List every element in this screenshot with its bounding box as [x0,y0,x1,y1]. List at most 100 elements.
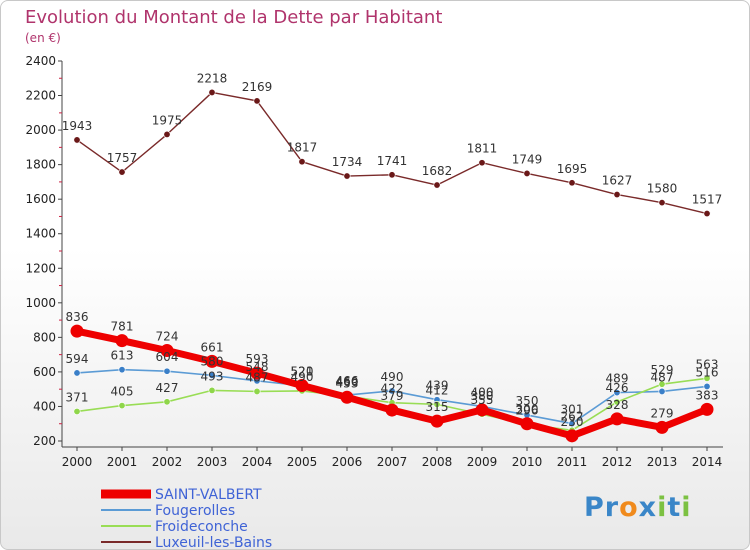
data-point [565,429,579,443]
y-tick-label: 1600 [25,192,56,206]
data-point [388,387,396,395]
data-point [253,97,261,105]
logo-text: Proxiti [584,492,692,523]
data-point [520,417,534,431]
data-point [115,334,129,348]
data-point [340,390,354,404]
data-label: 350 [516,394,539,408]
y-tick-label: 1200 [25,261,56,275]
data-label: 405 [111,385,134,399]
chart-title: Evolution du Montant de la Dette par Hab… [25,7,442,28]
legend-item: Froideconche [101,519,248,535]
data-label: 2169 [242,80,273,94]
data-label: 593 [246,352,269,366]
data-label: 836 [66,310,89,324]
x-tick-label: 2010 [512,455,543,469]
proxiti-logo: Proxiti [584,492,692,523]
data-point [385,403,399,417]
data-point [613,398,621,406]
legend-label: Fougerolles [155,503,235,519]
x-tick-label: 2012 [602,455,633,469]
x-tick-label: 2002 [152,455,183,469]
data-label: 300 [516,403,539,417]
data-point [703,374,711,382]
data-label: 1811 [467,142,498,156]
data-label: 439 [426,379,449,393]
x-tick-label: 2004 [242,455,273,469]
data-label: 466 [336,374,359,388]
data-label: 580 [201,354,224,368]
data-point [568,179,576,187]
y-tick-label: 1400 [25,227,56,241]
data-labels: 1943 1757 1975 2218 2169 1817 1734 1741 1682 1811… [62,71,723,428]
data-label: 1627 [602,174,633,188]
x-tick-label: 2001 [107,455,138,469]
data-label: 380 [471,389,494,403]
legend-item: SAINT-VALBERT [101,487,262,503]
x-tick-label: 2011 [557,455,588,469]
data-label: 1734 [332,155,363,169]
x-tick-label: 2013 [647,455,678,469]
data-point [658,199,666,207]
data-label: 661 [201,340,224,354]
data-label: 1749 [512,152,543,166]
data-label: 1975 [152,113,183,127]
data-point [298,158,306,166]
data-point [70,324,84,338]
data-label: 1580 [647,182,678,196]
data-label: 529 [651,363,674,377]
data-point [613,389,621,397]
legend-label: Luxeuil-les-Bains [155,535,272,550]
data-point [388,171,396,179]
data-label: 379 [381,389,404,403]
data-point [658,387,666,395]
data-point [655,420,669,434]
legend: SAINT-VALBERTFougerollesFroideconcheLuxe… [101,487,272,550]
y-tick-label: 1800 [25,158,56,172]
y-tick-label: 2000 [25,123,56,137]
data-label: 489 [606,372,629,386]
x-tick-label: 2014 [692,455,723,469]
chart-subtitle: (en €) [25,31,61,45]
legend-label: SAINT-VALBERT [155,487,262,503]
data-point [250,366,264,380]
data-label: 1517 [692,193,723,207]
data-point [343,172,351,180]
data-label: 2218 [197,71,228,85]
data-point [475,403,489,417]
data-point [613,191,621,199]
x-tick-label: 2007 [377,455,408,469]
data-point [610,412,624,426]
data-label: 613 [111,349,134,363]
data-label: 548 [246,360,269,374]
data-point [568,420,576,428]
y-tick-label: 200 [33,434,56,448]
data-label: 493 [201,369,224,383]
data-point [478,159,486,167]
data-point [73,369,81,377]
data-label: 315 [426,400,449,414]
x-tick-label: 2006 [332,455,363,469]
data-label: 487 [651,370,674,384]
data-label: 230 [561,415,584,429]
data-label: 453 [336,376,359,390]
y-tick-label: 2200 [25,89,56,103]
data-point [205,354,219,368]
series-luxeuil-les-bains [73,88,711,218]
data-point [208,371,216,379]
legend-label: Froideconche [155,519,248,535]
data-label: 490 [381,370,404,384]
data-label: 301 [561,403,584,417]
data-point [118,402,126,410]
data-point [208,88,216,96]
data-label: 490 [291,370,314,384]
data-label: 521 [291,365,314,379]
data-label: 296 [516,403,539,417]
data-point [163,130,171,138]
data-label: 371 [66,390,89,404]
legend-item: Fougerolles [101,503,235,519]
data-label: 594 [66,352,89,366]
data-label: 724 [156,329,179,343]
data-point [163,398,171,406]
